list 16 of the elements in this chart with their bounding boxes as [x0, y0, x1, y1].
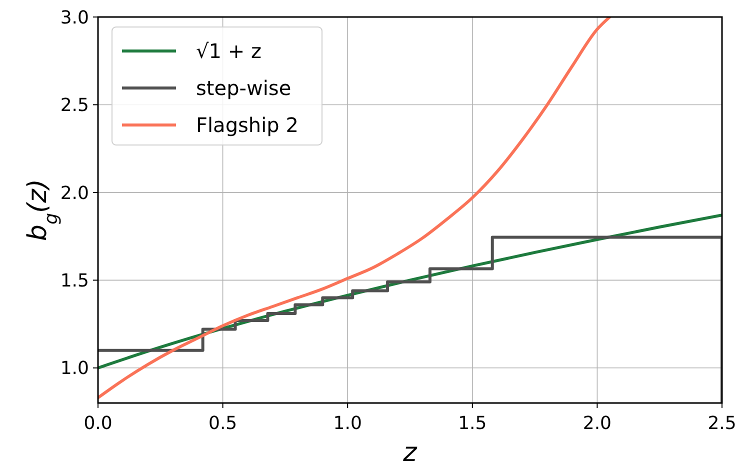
- legend-label: step-wise: [196, 76, 292, 100]
- x-axis-title: z: [402, 438, 418, 468]
- y-tick-label: 2.0: [60, 182, 89, 204]
- line-series: [98, 17, 612, 400]
- y-tick-label: 3.0: [60, 7, 89, 28]
- x-tick-label: 0.0: [84, 413, 112, 434]
- legend-label: Flagship 2: [196, 113, 298, 137]
- y-tick-label: 1.0: [60, 358, 89, 380]
- x-tick-label: 1.5: [458, 413, 487, 434]
- x-tick-label: 1.0: [333, 413, 362, 434]
- x-tick-label: 0.5: [208, 413, 238, 434]
- legend-label: √1 + z: [196, 39, 262, 63]
- x-tick-label: 2.5: [708, 413, 736, 434]
- y-tick-label: 2.5: [60, 95, 89, 116]
- y-tick-label: 1.5: [60, 270, 89, 292]
- x-tick-label: 2.0: [582, 413, 612, 434]
